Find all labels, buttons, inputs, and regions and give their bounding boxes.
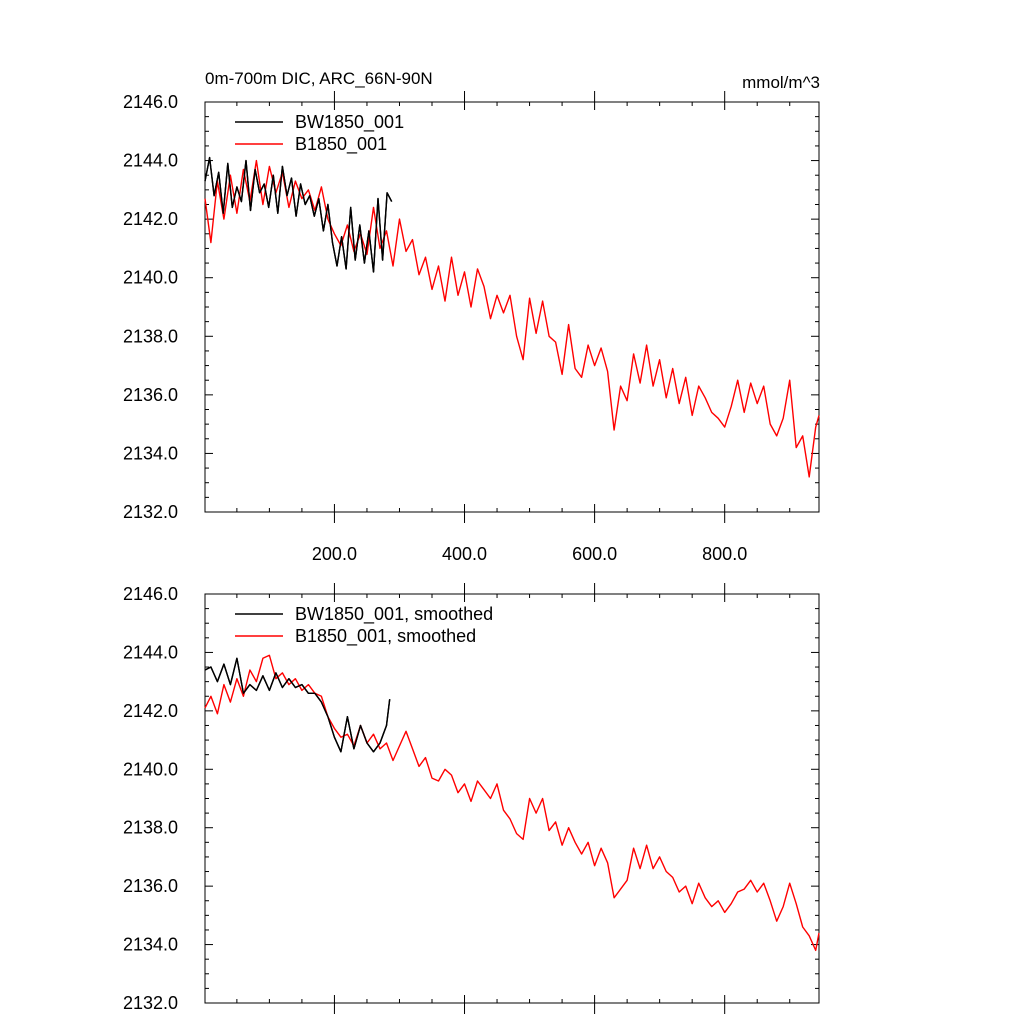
y-tick-label: 2140.0 — [123, 759, 178, 779]
x-tick-label: 400.0 — [442, 544, 487, 564]
top-panel: 2132.0 2134.0 2136.0 2138.0 2140.0 2142.0 2144… — [123, 91, 820, 564]
y-tick-label: 2136.0 — [123, 385, 178, 405]
y-tick-label: 2146.0 — [123, 584, 178, 604]
x-tick-label: 200.0 — [312, 544, 357, 564]
y-tick-label: 2132.0 — [123, 993, 178, 1013]
y-tick-label: 2144.0 — [123, 642, 178, 662]
legend-label: B1850_001 — [295, 134, 387, 155]
y-tick-label: 2142.0 — [123, 209, 178, 229]
series-line-b1850 — [204, 159, 820, 478]
series-line-bw1850-overlay — [204, 657, 391, 753]
y-tick-label: 2138.0 — [123, 326, 178, 346]
y-tick-label: 2144.0 — [123, 151, 178, 171]
y-tick-label: 2136.0 — [123, 876, 178, 896]
y-tick-label: 2134.0 — [123, 443, 178, 463]
x-tick-label: 600.0 — [572, 544, 617, 564]
y-tick-label: 2140.0 — [123, 268, 178, 288]
bottom-panel: 2132.0 2134.0 2136.0 2138.0 2140.0 2142.0 2144… — [123, 583, 820, 1014]
units-label: mmol/m^3 — [742, 73, 820, 92]
plot-frame — [204, 593, 820, 1004]
y-tick-label: 2146.0 — [123, 92, 178, 112]
y-tick-label: 2138.0 — [123, 818, 178, 838]
legend-label: BW1850_001 — [295, 112, 404, 133]
y-tick-label: 2132.0 — [123, 502, 178, 522]
y-tick-label: 2134.0 — [123, 935, 178, 955]
legend-label: B1850_001, smoothed — [295, 626, 476, 647]
series-line-bw1850-overlay — [204, 156, 393, 273]
x-tick-label: 800.0 — [702, 544, 747, 564]
series-line-bw1850 — [204, 657, 391, 753]
legend-label: BW1850_001, smoothed — [295, 604, 493, 625]
y-tick-label: 2142.0 — [123, 701, 178, 721]
series-line-b1850 — [204, 654, 820, 952]
chart-title: 0m-700m DIC, ARC_66N-90N — [205, 69, 433, 88]
